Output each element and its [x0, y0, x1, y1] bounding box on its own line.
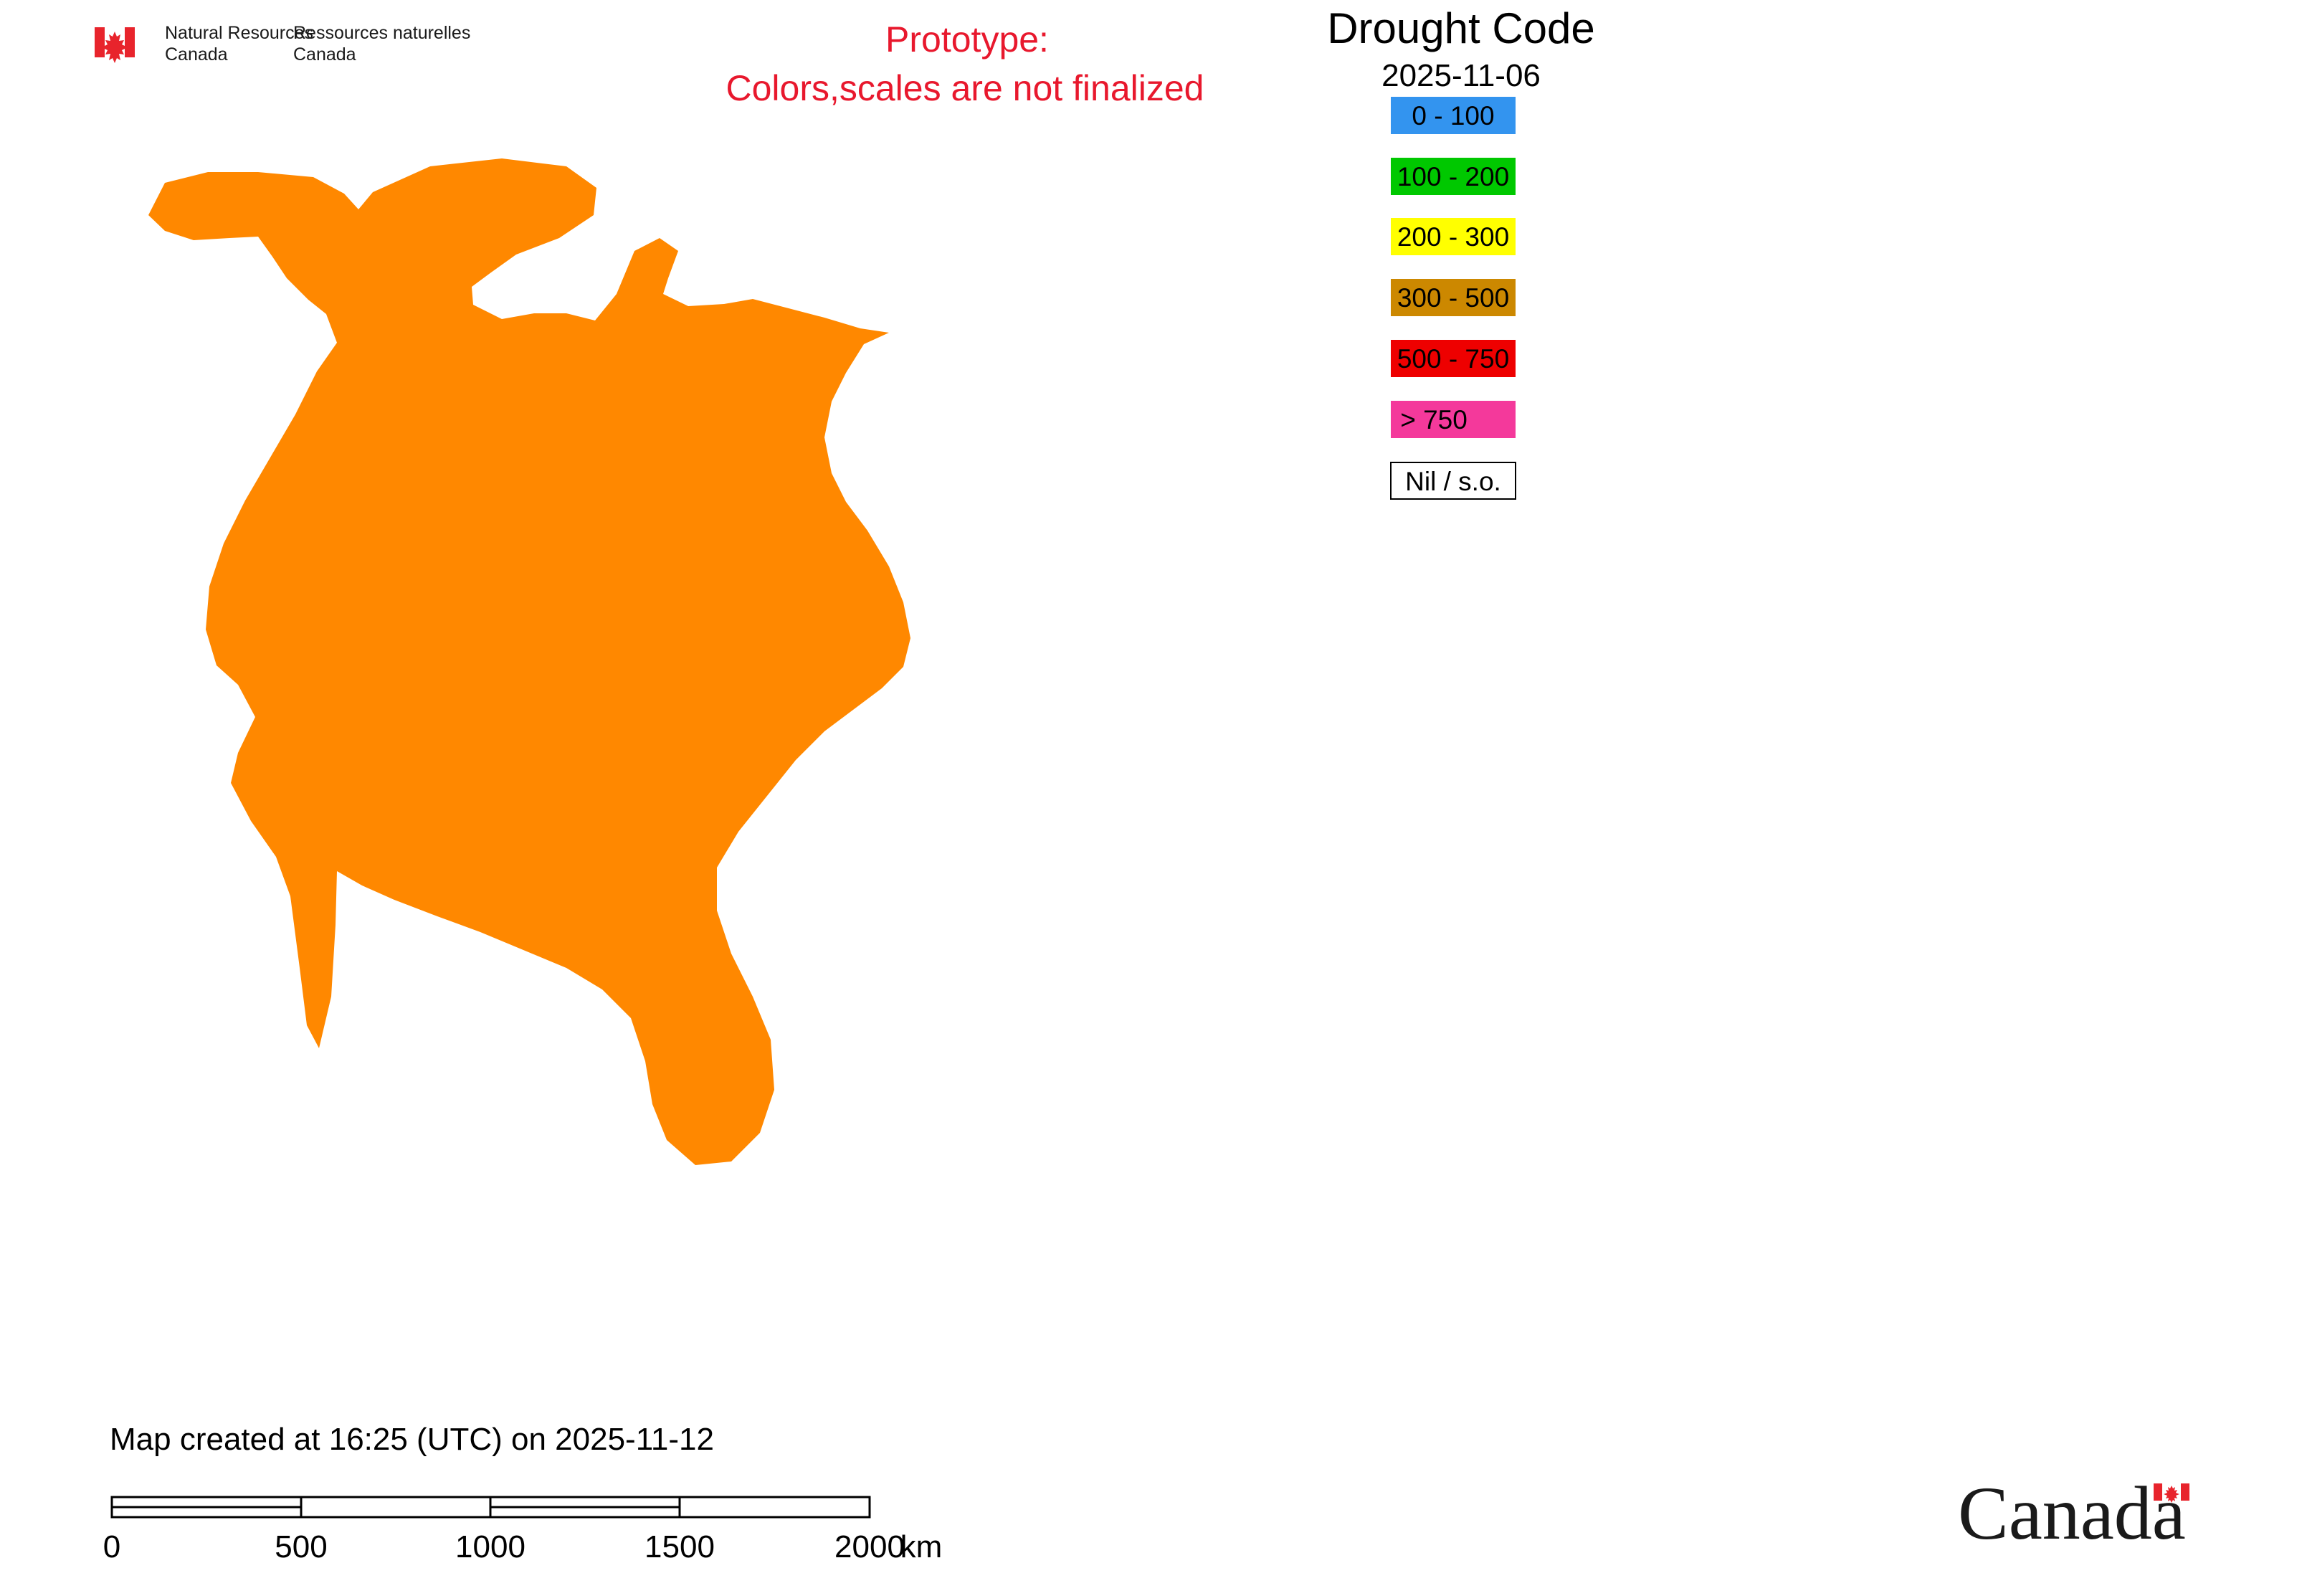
svg-text:Nil / s.o.: Nil / s.o. — [1405, 467, 1501, 496]
svg-text:Drought Code: Drought Code — [1327, 4, 1595, 52]
svg-text:0 - 100: 0 - 100 — [1412, 101, 1494, 130]
svg-text:Canada: Canada — [1958, 1471, 2186, 1555]
svg-text:Natural Resources: Natural Resources — [165, 23, 313, 43]
svg-text:1500: 1500 — [645, 1529, 715, 1564]
svg-text:Map created at 16:25 (UTC) on: Map created at 16:25 (UTC) on 2025-11-12 — [110, 1422, 714, 1457]
svg-text:2025-11-06: 2025-11-06 — [1381, 58, 1541, 93]
svg-text:100 - 200: 100 - 200 — [1397, 162, 1509, 191]
svg-text:> 750: > 750 — [1400, 405, 1468, 434]
svg-text:Canada: Canada — [165, 44, 228, 65]
svg-text:500 - 750: 500 - 750 — [1397, 344, 1509, 374]
svg-text:200 - 300: 200 - 300 — [1397, 222, 1509, 252]
svg-text:Ressources naturelles: Ressources naturelles — [293, 23, 470, 43]
svg-text:500: 500 — [275, 1529, 327, 1564]
svg-text:1000: 1000 — [455, 1529, 525, 1564]
svg-text:2000: 2000 — [834, 1529, 905, 1564]
svg-text:Prototype:: Prototype: — [885, 19, 1049, 60]
svg-text:300 - 500: 300 - 500 — [1397, 283, 1509, 313]
svg-text:Colors,scales are not finalize: Colors,scales are not finalized — [726, 68, 1204, 108]
svg-text:km: km — [900, 1529, 943, 1564]
svg-text:0: 0 — [103, 1529, 120, 1564]
svg-text:Canada: Canada — [293, 44, 356, 65]
